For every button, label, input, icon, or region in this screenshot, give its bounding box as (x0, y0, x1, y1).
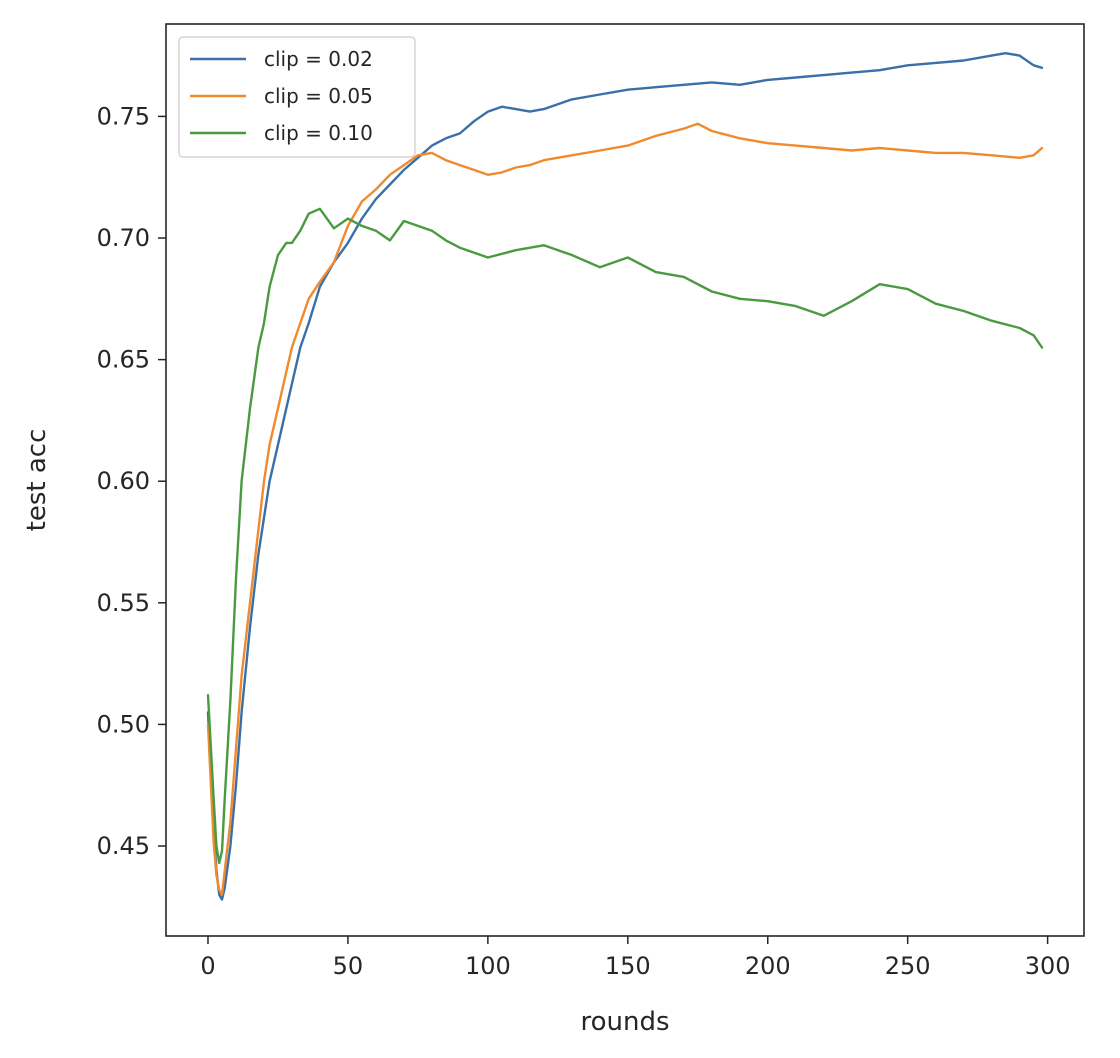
y-tick-label: 0.50 (97, 710, 150, 738)
y-tick-label: 0.65 (97, 346, 150, 374)
y-tick-label: 0.45 (97, 832, 150, 860)
x-tick-label: 250 (885, 952, 931, 980)
x-axis-label: rounds (580, 1007, 669, 1037)
y-tick-label: 0.70 (97, 224, 150, 252)
x-tick-label: 300 (1025, 952, 1071, 980)
plot-lines (206, 52, 1044, 901)
plot-frame (165, 23, 1085, 937)
y-tick-label: 0.75 (97, 102, 150, 130)
legend-label-1: clip = 0.05 (264, 84, 373, 108)
series-line-1 (206, 122, 1044, 896)
x-tick-label: 200 (745, 952, 791, 980)
x-axis-ticks: 0 50 100 150 200 250 300 (200, 936, 1071, 980)
series-line-2 (206, 207, 1044, 865)
legend: clip = 0.02 clip = 0.05 clip = 0.10 (178, 36, 416, 158)
y-tick-label: 0.60 (97, 467, 150, 495)
y-axis-ticks: 0.45 0.50 0.55 0.60 0.65 0.70 0.75 (97, 102, 166, 860)
legend-box (178, 36, 416, 158)
legend-label-0: clip = 0.02 (264, 47, 373, 71)
y-tick-label: 0.55 (97, 589, 150, 617)
x-tick-label: 0 (200, 952, 215, 980)
legend-label-2: clip = 0.10 (264, 121, 373, 145)
y-axis-label: test acc (22, 429, 52, 532)
x-tick-label: 50 (333, 952, 364, 980)
series-line-0 (206, 52, 1044, 901)
x-tick-label: 150 (605, 952, 651, 980)
x-tick-label: 100 (465, 952, 511, 980)
